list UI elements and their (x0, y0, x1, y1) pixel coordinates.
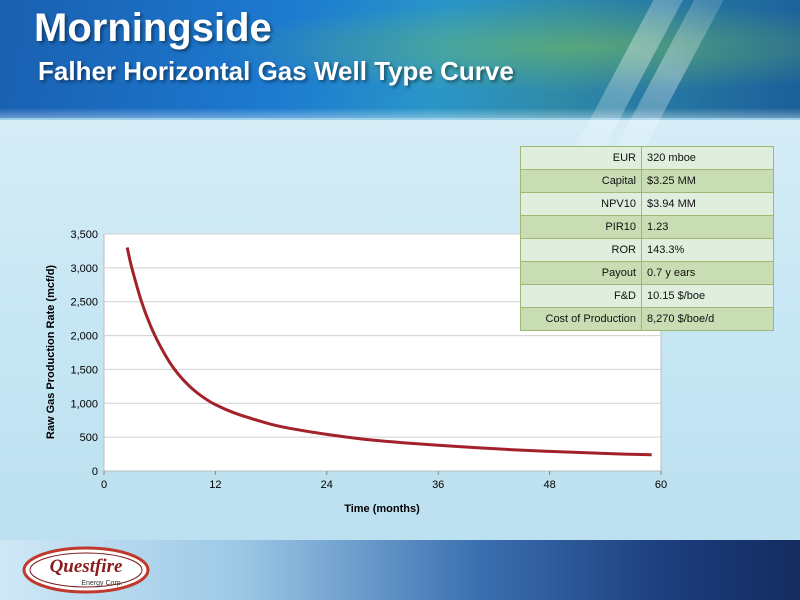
metrics-row: F&D 10.15 $/boe (520, 284, 774, 308)
metric-value: $3.94 MM (641, 192, 774, 216)
metric-label: PIR10 (520, 215, 642, 239)
y-tick-label: 2,000 (70, 331, 98, 343)
metric-value: 10.15 $/boe (641, 284, 774, 308)
metric-value: 0.7 y ears (641, 261, 774, 285)
questfire-logo: Questfire Energy Corp. (22, 546, 150, 594)
y-tick-label: 3,000 (70, 263, 98, 275)
metric-label: F&D (520, 284, 642, 308)
logo-text-main: Questfire (50, 556, 123, 577)
metrics-row: Payout 0.7 y ears (520, 261, 774, 285)
slide-subtitle: Falher Horizontal Gas Well Type Curve (38, 56, 514, 86)
x-tick-label: 48 (543, 479, 555, 491)
y-axis-ticks: 0 500 1,000 1,500 2,000 2,500 3,000 3,500 (70, 229, 98, 478)
y-tick-label: 0 (92, 466, 98, 478)
metric-value: 320 mboe (641, 146, 774, 170)
x-axis-ticks: 0 12 24 36 48 60 (101, 471, 667, 491)
x-tick-label: 0 (101, 479, 107, 491)
x-tick-label: 24 (321, 479, 333, 491)
x-tick-label: 36 (432, 479, 444, 491)
metric-value: 1.23 (641, 215, 774, 239)
metrics-row: ROR 143.3% (520, 238, 774, 262)
metric-label: ROR (520, 238, 642, 262)
metric-value: 8,270 $/boe/d (641, 307, 774, 331)
metric-value: 143.3% (641, 238, 774, 262)
metric-label: Capital (520, 169, 642, 193)
metrics-row: Capital $3.25 MM (520, 169, 774, 193)
x-axis-title: Time (months) (344, 503, 420, 515)
slide-title: Morningside (34, 6, 272, 50)
metrics-row: Cost of Production 8,270 $/boe/d (520, 307, 774, 331)
x-tick-label: 60 (655, 479, 667, 491)
type-curve-line (125, 247, 652, 457)
metric-label: Payout (520, 261, 642, 285)
metrics-row: NPV10 $3.94 MM (520, 192, 774, 216)
metric-label: NPV10 (520, 192, 642, 216)
metric-label: Cost of Production (520, 307, 642, 331)
x-tick-label: 12 (209, 479, 221, 491)
metric-label: EUR (520, 146, 642, 170)
y-tick-label: 1,000 (70, 398, 98, 410)
logo-text-sub: Energy Corp. (81, 580, 122, 587)
y-tick-label: 2,500 (70, 297, 98, 309)
header-band: Morningside Falher Horizontal Gas Well T… (0, 0, 800, 245)
y-axis-title: Raw Gas Production Rate (mcf/d) (45, 265, 57, 440)
economics-table: EUR 320 mboe Capital $3.25 MM NPV10 $3.94 MM P… (520, 146, 774, 331)
metrics-row: PIR10 1.23 (520, 215, 774, 239)
y-tick-label: 1,500 (70, 364, 98, 376)
metrics-row: EUR 320 mboe (520, 146, 774, 170)
metric-value: $3.25 MM (641, 169, 774, 193)
y-tick-label: 500 (80, 432, 98, 444)
y-tick-label: 3,500 (70, 229, 98, 241)
